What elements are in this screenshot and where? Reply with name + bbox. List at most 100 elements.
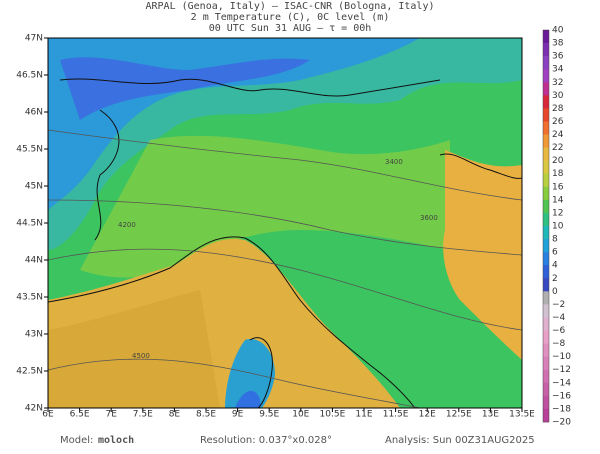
lat-label: 43N xyxy=(25,330,43,340)
footer-resolution: Resolution: 0.037°x0.028° xyxy=(200,435,332,446)
colorbar-label: 34 xyxy=(552,65,564,75)
footer-model-label: Model: xyxy=(60,435,93,446)
colorbar-label: 38 xyxy=(552,39,564,49)
lon-label: 7E xyxy=(105,410,117,420)
colorbar-label: 30 xyxy=(552,91,564,101)
colorbar-cell xyxy=(543,291,549,305)
colorbar-label: 18 xyxy=(552,169,564,179)
title-line: 00 UTC Sun 31 AUG – τ = 00h xyxy=(209,23,372,34)
lon-label: 6E xyxy=(42,410,54,420)
lon-label: 8E xyxy=(169,410,181,420)
colorbar-label: 24 xyxy=(552,130,564,140)
lat-label: 42N xyxy=(25,404,43,414)
colorbar-label: 4 xyxy=(552,261,558,271)
footer-analysis: Analysis: Sun 00Z31AUG2025 xyxy=(385,435,535,446)
lon-label: 9E xyxy=(232,410,244,420)
colorbar-label: 12 xyxy=(552,208,563,218)
contour-label: 3400 xyxy=(385,158,403,166)
colorbar-label: 14 xyxy=(552,195,564,205)
colorbar-label: 26 xyxy=(552,117,564,127)
colorbar-cell xyxy=(543,160,549,175)
lat-label: 47N xyxy=(25,34,43,44)
colorbar-cell xyxy=(543,356,549,371)
colorbar-cell xyxy=(543,199,549,214)
lon-label: 11.5E xyxy=(383,410,409,420)
colorbar-label: −14 xyxy=(552,378,571,388)
colorbar-label: −8 xyxy=(552,339,566,349)
colorbar-label: 36 xyxy=(552,52,564,62)
colorbar-cell xyxy=(543,56,549,70)
colorbar-label: 8 xyxy=(552,235,558,245)
colorbar-label: −10 xyxy=(552,352,571,362)
lat-label: 45.5N xyxy=(16,145,43,155)
colorbar-label: 22 xyxy=(552,143,563,153)
lon-label: 12E xyxy=(419,410,436,420)
lon-label: 10.5E xyxy=(320,410,346,420)
colorbar-label: 2 xyxy=(552,274,558,284)
footer-model: moloch xyxy=(98,435,134,446)
colorbar-label: 0 xyxy=(552,287,558,297)
colorbar-cell xyxy=(543,95,549,109)
colorbar-cell xyxy=(543,226,549,240)
colorbar-cell xyxy=(543,121,549,135)
colorbar-label: −4 xyxy=(552,313,566,323)
lat-label: 46N xyxy=(25,108,43,118)
colorbar-label: 28 xyxy=(552,104,564,114)
colorbar-cell xyxy=(543,278,549,292)
colorbar-cell xyxy=(543,212,549,227)
lon-label: 9.5E xyxy=(259,410,279,420)
colorbar-cell xyxy=(543,186,549,201)
lon-label: 12.5E xyxy=(446,410,472,420)
lat-label: 44.5N xyxy=(16,219,43,229)
lon-label: 7.5E xyxy=(133,410,153,420)
colorbar-cell xyxy=(543,408,549,423)
contour-label: 3600 xyxy=(420,214,438,222)
colorbar-label: −12 xyxy=(552,365,571,375)
title-line: 2 m Temperature (C), 0C level (m) xyxy=(191,12,390,23)
lon-label: 11E xyxy=(355,410,372,420)
map: 3400 3600 4200 4500 xyxy=(48,38,522,408)
colorbar-label: 6 xyxy=(552,248,558,258)
colorbar-cell xyxy=(543,239,549,253)
colorbar-cell xyxy=(543,43,549,57)
colorbar-cell xyxy=(543,30,549,44)
colorbar-label: −16 xyxy=(552,391,571,401)
colorbar-cell xyxy=(543,252,549,266)
colorbar-cell xyxy=(543,317,549,331)
colorbar-label: −6 xyxy=(552,326,566,336)
colorbar-cell xyxy=(543,395,549,410)
colorbar-cell xyxy=(543,108,549,122)
lon-label: 10E xyxy=(292,410,309,420)
colorbar-cell xyxy=(543,173,549,188)
lat-label: 45N xyxy=(25,182,43,192)
colorbar-cell xyxy=(543,382,549,397)
colorbar-cell xyxy=(543,330,549,344)
colorbar-label: −18 xyxy=(552,404,571,414)
colorbar-cell xyxy=(543,82,549,96)
colorbar-label: −2 xyxy=(552,300,565,310)
colorbar-label: 20 xyxy=(552,156,564,166)
colorbar-frame xyxy=(542,29,550,423)
colorbar-cell xyxy=(543,343,549,357)
lon-label: 6.5E xyxy=(70,410,90,420)
colorbar-cell xyxy=(543,147,549,161)
colorbar-cell xyxy=(543,265,549,279)
colorbar-cell xyxy=(543,134,549,148)
lat-label: 42.5N xyxy=(16,367,43,377)
lon-label: 13E xyxy=(482,410,499,420)
colorbar-label: 40 xyxy=(552,26,564,36)
lon-label: 8.5E xyxy=(196,410,216,420)
colorbar-label: 16 xyxy=(552,182,564,192)
colorbar-cell xyxy=(543,304,549,318)
lat-label: 44N xyxy=(25,256,43,266)
colorbar-label: 32 xyxy=(552,78,563,88)
lat-label: 43.5N xyxy=(16,293,43,303)
title-line: ARPAL (Genoa, Italy) – ISAC-CNR (Bologna… xyxy=(146,1,435,12)
colorbar-label: −20 xyxy=(552,418,571,428)
colorbar-cell xyxy=(543,69,549,83)
contour-label: 4500 xyxy=(132,352,150,360)
lon-label: 13.5E xyxy=(509,410,535,420)
colorbar-cell xyxy=(543,369,549,384)
colorbar-label: 10 xyxy=(552,222,564,232)
